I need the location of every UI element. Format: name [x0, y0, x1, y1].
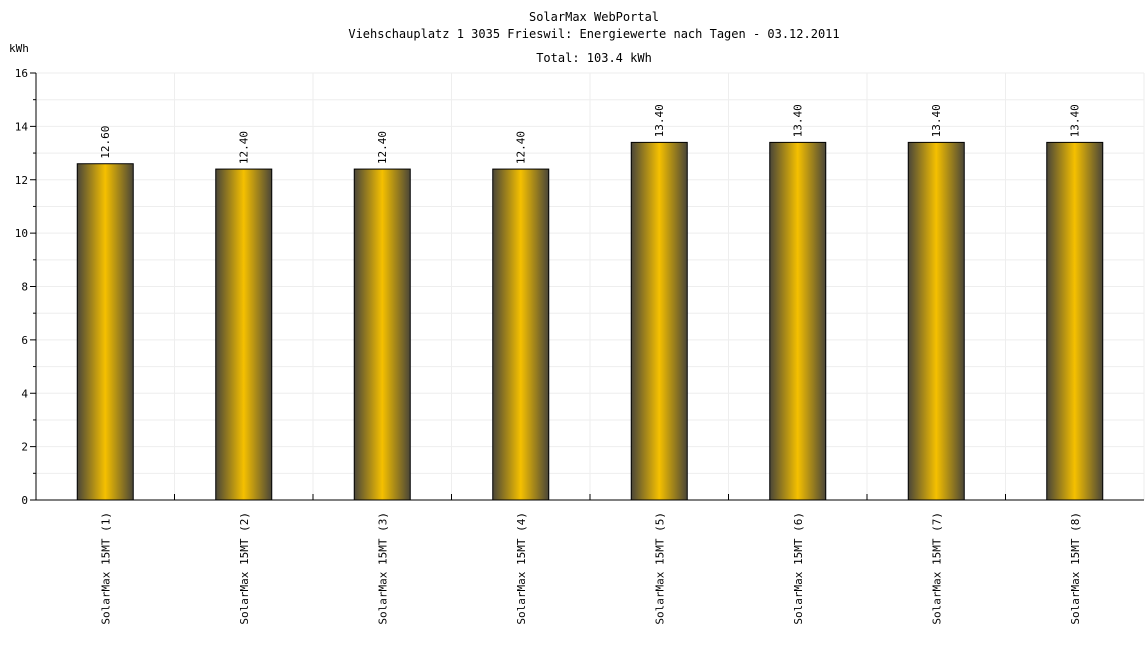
bar-value-label: 12.40 — [376, 131, 389, 164]
y-ticks: 0 2 4 6 8 10 12 14 16 — [15, 67, 36, 507]
bar — [492, 168, 550, 501]
y-axis-label: kWh — [9, 42, 29, 55]
bar — [215, 168, 273, 501]
x-tick-label: SolarMax 15MT (5) — [653, 512, 666, 625]
chart-total: Total: 103.4 kWh — [536, 51, 652, 65]
y-tick-label: 2 — [21, 441, 28, 454]
bar — [769, 141, 827, 501]
y-tick-label: 16 — [15, 67, 28, 80]
y-tick-label: 14 — [15, 120, 29, 133]
bar-value-label: 12.40 — [238, 131, 251, 164]
y-tick-label: 4 — [21, 387, 28, 400]
bar-value-label: 13.40 — [653, 104, 666, 137]
x-tick-labels: SolarMax 15MT (1) SolarMax 15MT (2) SolarM… — [99, 512, 1082, 625]
value-labels: 12.60 12.40 12.40 12.40 13.40 13.40 13.40 13.40 — [99, 104, 1082, 164]
bar-value-label: 12.60 — [99, 126, 112, 159]
bar — [907, 141, 965, 501]
x-tick-label: SolarMax 15MT (8) — [1069, 512, 1082, 625]
bar-value-label: 13.40 — [930, 104, 943, 137]
bar — [1046, 141, 1104, 501]
x-tick-label: SolarMax 15MT (2) — [238, 512, 251, 625]
y-tick-label: 0 — [21, 494, 28, 507]
grid — [36, 72, 1145, 500]
x-tick-label: SolarMax 15MT (7) — [930, 512, 943, 625]
chart-title: SolarMax WebPortal — [529, 10, 659, 24]
bars — [76, 141, 1104, 501]
bar-value-label: 13.40 — [792, 104, 805, 137]
chart-subtitle: Viehschauplatz 1 3035 Frieswil: Energiew… — [348, 27, 839, 41]
x-tick-label: SolarMax 15MT (3) — [376, 512, 389, 625]
bar-value-label: 12.40 — [515, 131, 528, 164]
bar — [353, 168, 411, 501]
y-tick-label: 12 — [15, 174, 28, 187]
y-tick-label: 6 — [21, 334, 28, 347]
bar — [630, 141, 688, 501]
x-tick-label: SolarMax 15MT (6) — [792, 512, 805, 625]
y-tick-label: 10 — [15, 227, 28, 240]
x-tick-label: SolarMax 15MT (4) — [515, 512, 528, 625]
bar-value-label: 13.40 — [1069, 104, 1082, 137]
bar — [76, 163, 134, 501]
x-tick-label: SolarMax 15MT (1) — [99, 512, 112, 625]
y-tick-label: 8 — [21, 281, 28, 294]
